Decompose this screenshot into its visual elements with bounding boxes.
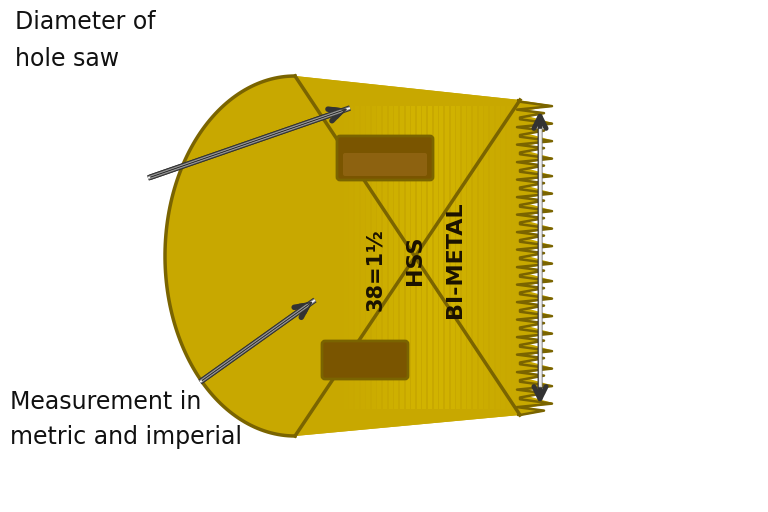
Polygon shape — [240, 104, 295, 408]
Polygon shape — [256, 94, 295, 418]
Text: Diameter of: Diameter of — [15, 10, 156, 34]
Text: metric and imperial: metric and imperial — [10, 425, 242, 449]
Polygon shape — [216, 119, 295, 393]
Polygon shape — [224, 114, 295, 398]
Polygon shape — [208, 124, 295, 388]
Text: HSS: HSS — [405, 235, 425, 285]
Text: hole saw: hole saw — [15, 47, 119, 71]
Polygon shape — [517, 100, 552, 415]
Polygon shape — [232, 109, 295, 403]
Polygon shape — [165, 76, 520, 436]
Polygon shape — [248, 99, 295, 413]
Polygon shape — [165, 76, 520, 436]
FancyBboxPatch shape — [337, 136, 433, 180]
Polygon shape — [517, 100, 552, 415]
Text: Measurement in: Measurement in — [10, 390, 201, 414]
FancyBboxPatch shape — [343, 153, 427, 176]
Text: BI-METAL: BI-METAL — [445, 202, 465, 318]
Text: 38=1½: 38=1½ — [365, 229, 385, 311]
FancyBboxPatch shape — [322, 341, 408, 379]
